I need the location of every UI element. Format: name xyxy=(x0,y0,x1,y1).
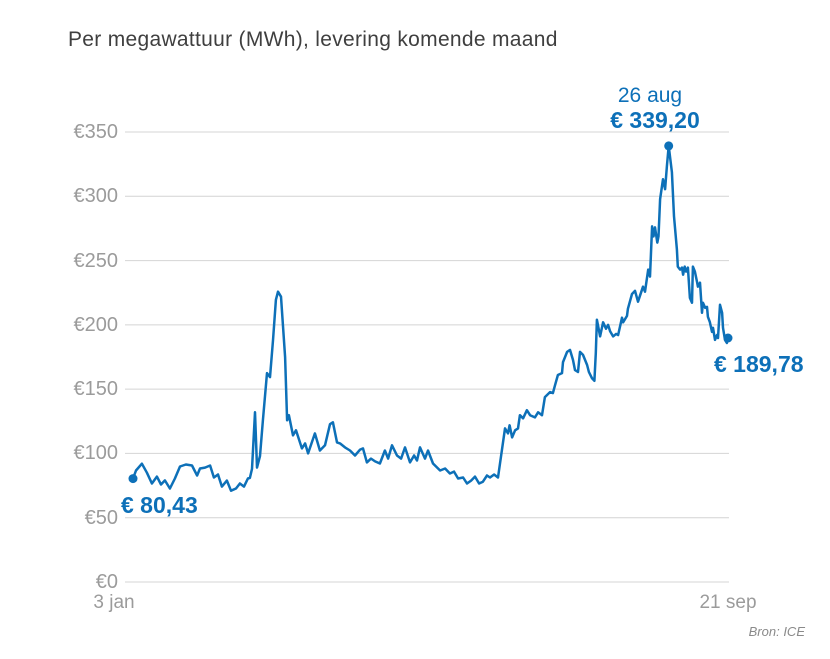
annotation-start-value: € 80,43 xyxy=(121,492,198,518)
data-point-end xyxy=(723,333,733,343)
y-axis-tick-label: €100 xyxy=(73,442,119,465)
x-axis-label-end: 21 sep xyxy=(699,592,757,613)
chart-title: Per megawattuur (MWh), levering komende … xyxy=(68,28,558,51)
annotation-peak-date: 26 aug xyxy=(617,84,683,107)
annotation-peak-value: € 339,20 xyxy=(610,107,700,133)
y-axis-tick-label: €350 xyxy=(73,121,119,143)
y-axis-tick-label: €0 xyxy=(95,571,118,593)
y-axis-tick-label: €50 xyxy=(84,506,118,529)
y-axis-tick-label: €200 xyxy=(73,313,119,336)
price-line xyxy=(131,144,730,492)
source-credit: Bron: ICE xyxy=(748,624,805,639)
y-axis-tick-label: €150 xyxy=(73,378,119,401)
x-axis-label-start: 3 jan xyxy=(93,592,135,613)
y-axis-tick-label: €300 xyxy=(73,185,119,208)
data-point-start xyxy=(128,474,138,484)
y-axis-tick-label: €250 xyxy=(73,249,119,272)
data-point-peak xyxy=(664,141,674,151)
annotation-end-value: € 189,78 xyxy=(714,351,804,377)
